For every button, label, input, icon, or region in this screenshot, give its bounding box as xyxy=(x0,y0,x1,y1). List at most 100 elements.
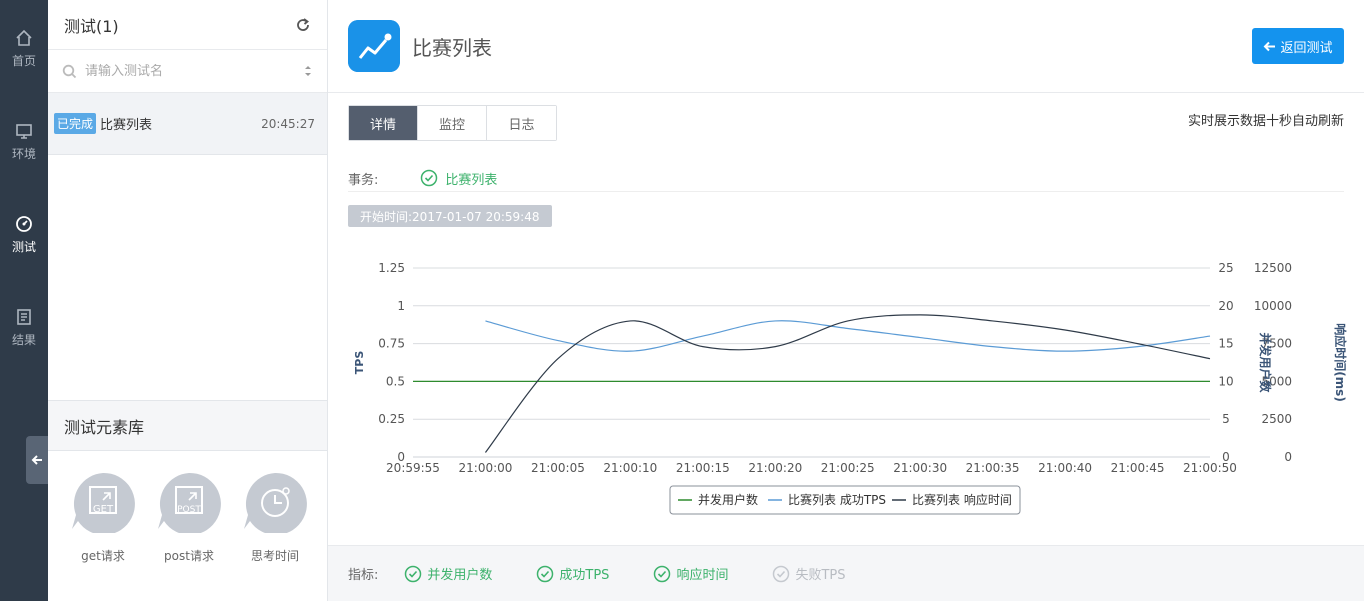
library-item-label: get请求 xyxy=(81,549,125,563)
nav-label: 测试 xyxy=(11,240,36,254)
library-item-get[interactable]: GET get请求 xyxy=(60,471,146,564)
nav-item-home[interactable]: 首页 xyxy=(0,28,48,98)
library-item-label: post请求 xyxy=(164,549,214,563)
clock-icon xyxy=(244,472,307,535)
trend-chart-icon xyxy=(348,20,400,72)
y-tick-label-left: 1 xyxy=(397,299,405,313)
y-tick-label-left: 0 xyxy=(397,450,405,464)
y-tick-label-left: 0.5 xyxy=(386,374,405,388)
chart-legend xyxy=(669,485,1021,515)
x-tick-label: 21:00:45 xyxy=(1111,461,1165,475)
library-item-post[interactable]: POST post请求 xyxy=(146,471,232,564)
y-tick-label-right1: 5 xyxy=(1222,412,1230,426)
series-response-time-line xyxy=(484,314,1211,453)
search-icon xyxy=(62,64,77,78)
y-axis-label-left: TPS xyxy=(353,351,366,375)
check-circle-icon xyxy=(537,565,554,582)
transaction-label: 事务: xyxy=(348,172,379,188)
back-label: 返回测试 xyxy=(1280,40,1333,56)
x-tick-label: 21:00:25 xyxy=(821,461,875,475)
gauge-icon xyxy=(16,216,32,232)
refresh-icon[interactable] xyxy=(295,17,311,33)
nav-item-environment[interactable]: 环境 xyxy=(0,121,48,191)
metric-success-tps-toggle[interactable]: 成功TPS xyxy=(536,564,609,583)
tab-monitor[interactable]: 监控 xyxy=(418,106,487,140)
y-tick-label-right2: 7500 xyxy=(1261,337,1292,351)
metric-response-time-toggle[interactable]: 响应时间 xyxy=(653,564,728,583)
series-success-tps-line xyxy=(485,320,1211,352)
y-tick-label-right2: 5000 xyxy=(1261,374,1292,388)
nav-label: 结果 xyxy=(11,333,36,347)
main-nav: 首页 环境 测试 结果 xyxy=(0,0,48,601)
detail-tabs: 详情 监控 日志 xyxy=(348,105,557,141)
performance-chart: 0 0 0 0.25 5 2500 0.5 10 5000 0.75 15 7500 1 20 10000 1… xyxy=(353,261,1348,515)
monitor-icon xyxy=(16,124,32,139)
metric-label: 失败TPS xyxy=(795,568,846,583)
x-tick-label: 21:00:10 xyxy=(603,461,657,475)
library-item-label: 思考时间 xyxy=(250,549,299,563)
element-library: 测试元素库 GET get请求 POST post请求 xyxy=(48,400,327,601)
main-header: 比赛列表 返回测试 xyxy=(328,0,1364,93)
transaction-filter[interactable]: 比赛列表 xyxy=(420,169,497,188)
test-search xyxy=(48,50,327,93)
collapse-panel-button[interactable] xyxy=(26,436,48,484)
legend-label: 比赛列表 响应时间 xyxy=(912,492,1012,507)
transaction-row: 事务: 比赛列表 xyxy=(348,165,1344,192)
x-tick-label: 21:00:30 xyxy=(893,461,947,475)
y-axis-label-right1: 并发用户数 xyxy=(1258,332,1273,393)
y-tick-label-left: 1.25 xyxy=(378,261,405,275)
arrow-left-icon xyxy=(1264,41,1276,51)
y-tick-label-right1: 10 xyxy=(1218,374,1233,388)
x-tick-label: 20:59:55 xyxy=(386,461,440,475)
metric-label: 成功TPS xyxy=(559,568,610,583)
nav-item-results[interactable]: 结果 xyxy=(0,307,48,377)
back-to-tests-button[interactable]: 返回测试 xyxy=(1252,28,1344,64)
legend-label: 并发用户数 xyxy=(698,492,758,507)
realtime-note: 实时展示数据十秒自动刷新 xyxy=(1187,114,1344,129)
y-tick-label-right1: 25 xyxy=(1218,261,1233,275)
x-tick-label: 21:00:20 xyxy=(748,461,802,475)
y-tick-label-left: 0.25 xyxy=(378,412,405,426)
metrics-label: 指标: xyxy=(348,568,379,583)
metric-failed-tps-toggle[interactable]: 失败TPS xyxy=(772,564,846,583)
library-title: 测试元素库 xyxy=(48,401,327,451)
panel-header: 测试(1) xyxy=(48,0,327,50)
tab-details[interactable]: 详情 xyxy=(349,106,418,140)
panel-title: 测试(1) xyxy=(64,16,119,36)
search-input[interactable] xyxy=(85,63,303,79)
nav-item-test[interactable]: 测试 xyxy=(0,214,48,284)
metrics-bar: 指标: 并发用户数 成功TPS 响应时间 失败TPS xyxy=(328,545,1364,601)
tab-logs[interactable]: 日志 xyxy=(487,106,556,140)
y-tick-label-right2: 0 xyxy=(1284,450,1292,464)
check-circle-icon xyxy=(654,565,671,582)
y-tick-label-right2: 10000 xyxy=(1254,299,1292,313)
x-tick-label: 21:00:50 xyxy=(1183,461,1237,475)
main-content: 比赛列表 返回测试 详情 监控 日志 实时展示数据十秒自动刷新 事务: 比赛列表… xyxy=(328,0,1364,601)
test-list-panel: 测试(1) 已完成 比赛列表 20:45:27 测试元素库 GET get请求 xyxy=(48,0,328,601)
start-time-badge: 开始时间:2017-01-07 20:59:48 xyxy=(348,205,552,227)
transaction-value: 比赛列表 xyxy=(445,172,498,188)
svg-text:POST: POST xyxy=(177,505,201,515)
y-tick-label-right2: 2500 xyxy=(1261,412,1292,426)
home-icon xyxy=(16,29,32,46)
x-tick-label: 21:00:35 xyxy=(966,461,1020,475)
post-request-icon: POST xyxy=(158,472,221,535)
metric-users-toggle[interactable]: 并发用户数 xyxy=(404,564,492,583)
y-axis-label-right2: 响应时间(ms) xyxy=(1333,323,1348,402)
y-tick-label-right1: 20 xyxy=(1218,299,1233,313)
y-tick-label-left: 0.75 xyxy=(378,337,405,351)
library-item-think-time[interactable]: 思考时间 xyxy=(232,471,318,564)
x-tick-label: 21:00:05 xyxy=(531,461,585,475)
svg-text:GET: GET xyxy=(93,504,114,515)
metric-label: 并发用户数 xyxy=(427,568,493,583)
test-list-item[interactable]: 已完成 比赛列表 20:45:27 xyxy=(48,93,327,155)
sort-icon[interactable] xyxy=(303,64,313,78)
check-circle-icon xyxy=(773,565,790,582)
document-icon xyxy=(17,309,31,325)
nav-label: 首页 xyxy=(11,54,36,68)
x-tick-label: 21:00:40 xyxy=(1038,461,1092,475)
x-tick-label: 21:00:15 xyxy=(676,461,730,475)
test-name: 比赛列表 xyxy=(100,118,153,133)
test-time: 20:45:27 xyxy=(261,116,315,131)
status-badge: 已完成 xyxy=(54,113,97,134)
